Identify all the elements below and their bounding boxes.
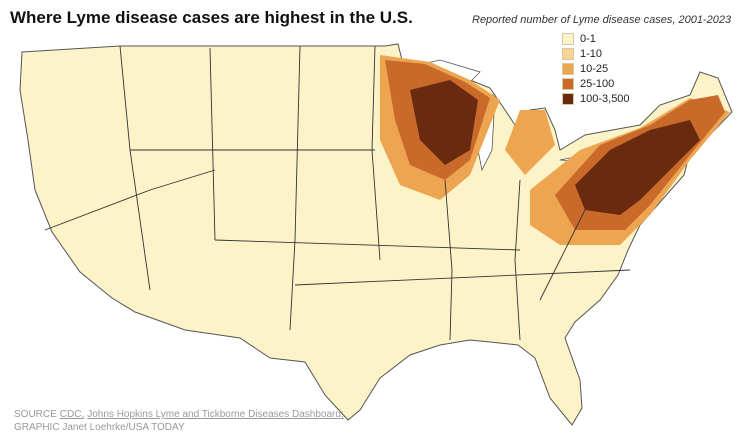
state-borders: [44, 45, 631, 341]
source-label: SOURCE: [14, 409, 57, 420]
legend-item: 100-3,500: [562, 91, 630, 106]
legend-label: 0-1: [580, 32, 596, 45]
legend-label: 10-25: [580, 62, 609, 75]
legend-swatch: [562, 62, 574, 75]
source-line: SOURCE CDC, Johns Hopkins Lyme and Tickbor…: [14, 408, 344, 421]
legend-item: 25-100: [562, 76, 630, 91]
legend-title: Reported number of Lyme disease cases, 2…: [472, 14, 732, 26]
legend-swatch: [562, 92, 574, 105]
legend-swatch: [562, 77, 574, 90]
title: Where Lyme disease cases are highest in …: [10, 8, 413, 27]
legend-label: 25-100: [580, 77, 615, 90]
legend-label: 1-10: [580, 47, 603, 60]
legend-item: 0-1: [562, 31, 630, 46]
region-dark: [410, 80, 700, 215]
legend-swatch: [562, 47, 574, 60]
legend-label: 100-3,500: [580, 92, 630, 105]
credit: GRAPHIC Janet Loehrke/USA TODAY: [14, 422, 185, 433]
footer: SOURCE CDC, Johns Hopkins Lyme and Tickbor…: [14, 408, 344, 434]
legend-item: 10-25: [562, 61, 630, 76]
legend-item: 1-10: [562, 46, 630, 61]
source-link[interactable]: Johns Hopkins Lyme and Tickborne Disease…: [87, 409, 344, 420]
source-link[interactable]: CDC,: [59, 409, 85, 420]
legend: 0-1 1-10 10-25 25-100 100-3,500: [562, 31, 630, 106]
legend-swatch: [562, 32, 574, 45]
